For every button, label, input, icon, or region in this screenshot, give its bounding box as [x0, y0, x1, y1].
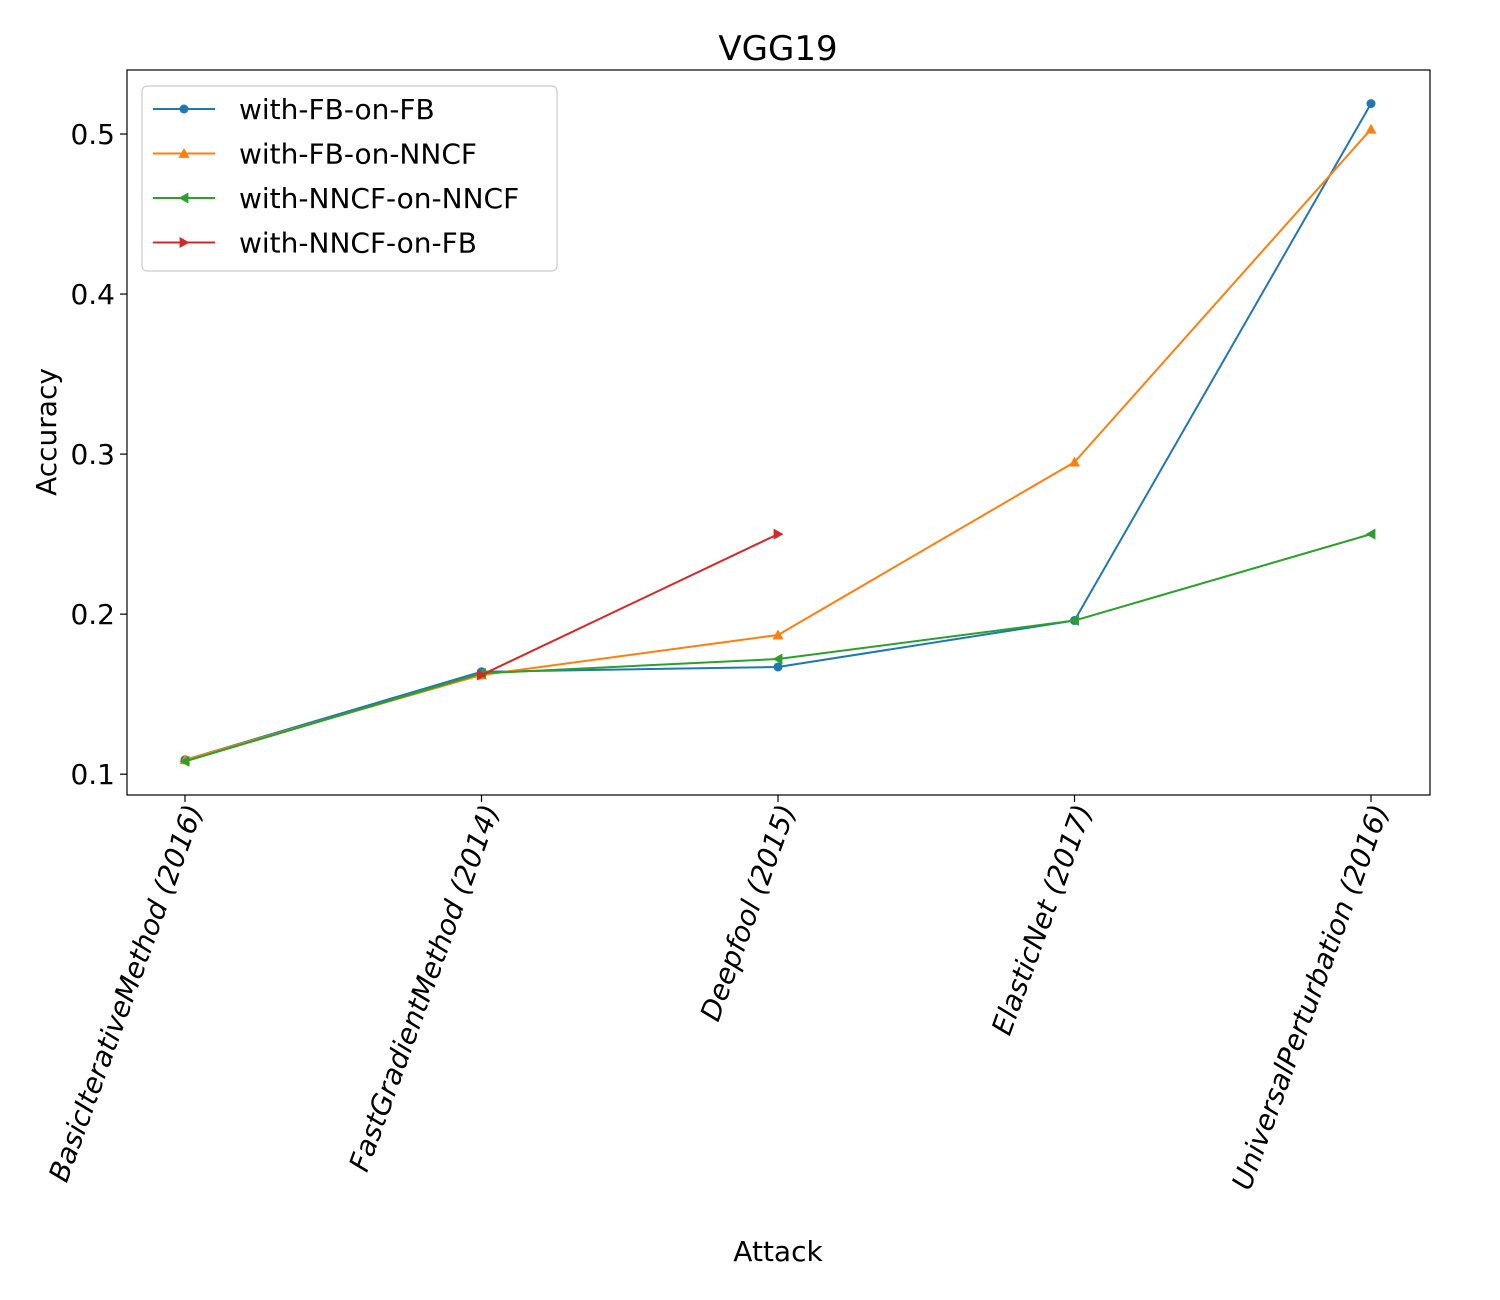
- data-point: [772, 629, 784, 640]
- series-with-NNCF-on-NNCF: [179, 528, 1376, 767]
- data-point: [772, 653, 783, 665]
- legend-label: with-NNCF-on-NNCF: [239, 182, 519, 215]
- legend-label: with-FB-on-NNCF: [239, 138, 477, 171]
- legend-marker: [179, 237, 190, 248]
- legend-item: with-FB-on-FB: [153, 93, 435, 126]
- legend-box: [141, 85, 558, 272]
- y-axis: 0.1 0.2 0.3 0.4 0.5: [70, 118, 127, 791]
- legend: with-FB-on-FB with-FB-on-NNCF with-NNCF-on…: [141, 85, 558, 272]
- legend-item: with-NNCF-on-FB: [153, 227, 477, 260]
- x-axis-label: Attack: [733, 1235, 823, 1268]
- series-line: [481, 533, 779, 676]
- legend-label: with-FB-on-FB: [239, 93, 435, 126]
- legend-marker: [178, 192, 189, 204]
- legend-marker: [178, 148, 190, 158]
- data-point: [1069, 615, 1079, 627]
- y-tick-label: 0.5: [70, 118, 115, 151]
- series-with-NNCF-on-FB: [477, 528, 784, 681]
- data-point: [1365, 528, 1376, 540]
- data-point: [179, 755, 190, 767]
- y-tick-label: 0.1: [70, 758, 115, 791]
- plot-area: [179, 99, 1377, 767]
- legend-marker: [179, 104, 189, 114]
- data-point: [1365, 123, 1377, 134]
- legend-item: with-NNCF-on-NNCF: [153, 182, 519, 215]
- data-point: [773, 662, 783, 672]
- y-tick-label: 0.2: [70, 598, 115, 631]
- data-point: [1366, 99, 1376, 109]
- legend-item: with-FB-on-NNCF: [153, 138, 477, 171]
- y-axis-label: Accuracy: [30, 368, 63, 496]
- y-tick-label: 0.4: [70, 278, 115, 311]
- data-point: [773, 528, 784, 540]
- data-point: [477, 669, 487, 681]
- legend-label: with-NNCF-on-FB: [239, 227, 477, 260]
- chart-title: VGG19: [718, 29, 837, 69]
- y-tick-label: 0.3: [70, 438, 115, 471]
- data-point: [1069, 456, 1080, 467]
